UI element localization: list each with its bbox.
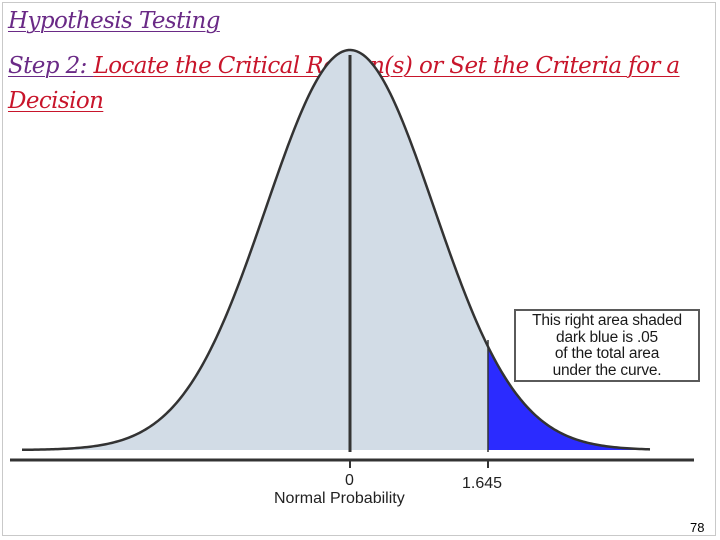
callout-line: dark blue is .05 bbox=[556, 328, 658, 346]
critical-value-tick-label: 1.645 bbox=[462, 475, 503, 492]
curve-body-area bbox=[22, 50, 488, 450]
title-heading: Hypothesis Testing bbox=[8, 8, 220, 34]
slide-title: Hypothesis Testing Step 2: Locate the Cr… bbox=[8, 6, 708, 118]
step-text: Locate the Critical Region(s) or Set the… bbox=[93, 53, 681, 79]
critical-region-area bbox=[488, 346, 650, 450]
step-prefix: Step 2: bbox=[8, 53, 94, 79]
callout-line: This right area shaded bbox=[532, 312, 682, 329]
title-step-line-continued: Decision bbox=[8, 84, 708, 118]
tail-area-callout: This right area shaded dark blue is .05 … bbox=[514, 309, 700, 382]
normal-curve bbox=[21, 48, 651, 452]
mean-tick-label: 0 bbox=[345, 472, 354, 489]
page-number: 78 bbox=[690, 520, 705, 535]
x-axis-title: Normal Probability bbox=[274, 490, 405, 507]
title-step-line: Step 2: Locate the Critical Region(s) or… bbox=[8, 48, 708, 84]
callout-line: under the curve. bbox=[552, 361, 662, 379]
callout-line: of the total area bbox=[554, 345, 660, 362]
step-text-continued: Decision bbox=[8, 88, 104, 114]
